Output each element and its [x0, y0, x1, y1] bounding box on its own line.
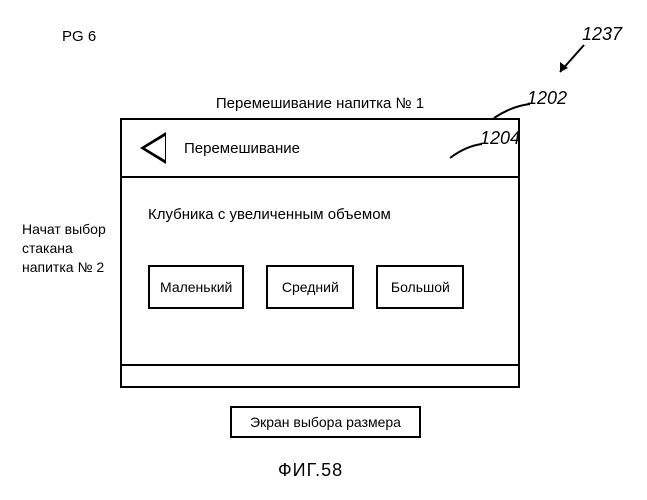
screen-panel: Перемешивание Клубника с увеличенным объ… — [120, 118, 520, 388]
header-label: Перемешивание — [184, 140, 300, 157]
caption-box: Экран выбора размера — [230, 406, 421, 438]
back-button[interactable] — [140, 132, 166, 164]
size-large-button[interactable]: Большой — [376, 265, 464, 309]
ref-num-1202: 1202 — [527, 88, 567, 109]
page-label: PG 6 — [62, 28, 96, 45]
leader-arrow-1237 — [552, 40, 592, 80]
size-small-button[interactable]: Маленький — [148, 265, 244, 309]
side-note: Начат выбор стакана напитка № 2 — [22, 220, 117, 277]
header-bar: Перемешивание — [122, 120, 518, 178]
figure-label: ФИГ.58 — [278, 460, 343, 481]
screen-title: Перемешивание напитка № 1 — [120, 95, 520, 112]
size-medium-button[interactable]: Средний — [266, 265, 354, 309]
body-text: Клубника с увеличенным объемом — [122, 178, 518, 223]
size-row: Маленький Средний Большой — [122, 223, 518, 309]
footer-bar — [122, 364, 518, 386]
